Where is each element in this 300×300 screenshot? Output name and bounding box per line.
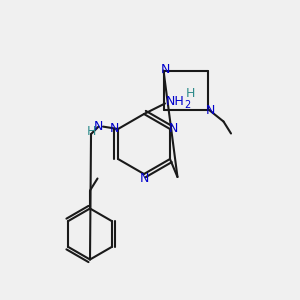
Text: N: N (139, 172, 149, 185)
Text: H: H (86, 124, 96, 138)
Text: N: N (169, 122, 178, 136)
Text: NH: NH (166, 94, 185, 108)
Text: N: N (94, 120, 103, 133)
Text: 2: 2 (184, 100, 190, 110)
Text: H: H (186, 87, 195, 101)
Text: N: N (160, 62, 170, 76)
Text: N: N (110, 122, 119, 136)
Text: N: N (205, 104, 215, 118)
